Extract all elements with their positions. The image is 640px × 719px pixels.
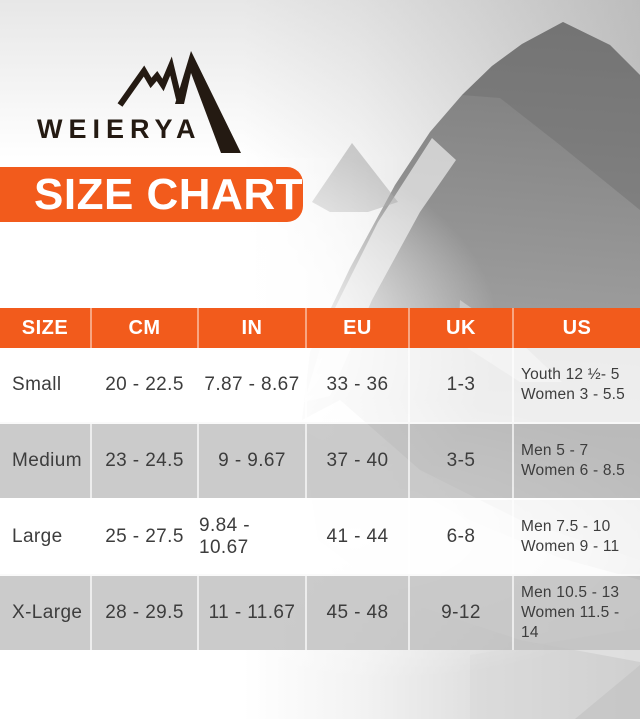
us-line-2: Women 6 - 8.5 [521,462,625,479]
cell-eu: 45 - 48 [305,576,408,650]
table-row-medium: Medium 23 - 24.5 9 - 9.67 37 - 40 3-5 Me… [0,422,640,498]
cell-in: 7.87 - 8.67 [197,348,305,422]
cell-uk: 6-8 [408,500,512,574]
cell-size: Large [12,526,63,547]
cell-uk: 3-5 [408,424,512,498]
us-line-1: Men 5 - 7 [521,442,589,459]
us-line-1: Men 10.5 - 13 [521,584,620,601]
header-cell-cm: CM [90,308,197,348]
us-line-2: Women 3 - 5.5 [521,386,625,403]
us-line-1: Men 7.5 - 10 [521,518,611,535]
header-cell-size: SIZE [21,316,69,339]
logo-main-peak-path [175,51,241,153]
cell-uk: 9-12 [408,576,512,650]
cell-in: 11 - 11.67 [197,576,305,650]
us-line-2: Women 9 - 11 [521,538,620,555]
cell-uk: 1-3 [408,348,512,422]
cell-eu: 37 - 40 [305,424,408,498]
table-row-small: Small 20 - 22.5 7.87 - 8.67 33 - 36 1-3 … [0,348,640,422]
cell-us: Men 7.5 - 10 Women 9 - 11 [512,500,640,574]
cell-in: 9 - 9.67 [197,424,305,498]
cell-size: Small [12,374,62,395]
logo-small-peaks-path [117,56,182,107]
brand-name: WEIERYA [37,114,202,144]
cell-eu: 33 - 36 [305,348,408,422]
header-cell-eu: EU [305,308,408,348]
mountain-logo-icon [117,51,241,153]
cell-size: Medium [12,450,82,471]
header-cell-uk: UK [408,308,512,348]
size-table: SIZE CM IN EU UK US Small 20 - 22.5 7.87… [0,308,640,650]
cell-cm: 23 - 24.5 [90,424,197,498]
us-line-1: Youth 12 ½- 5 [521,366,620,383]
cell-size: X-Large [12,602,83,623]
table-row-large: Large 25 - 27.5 9.84 - 10.67 41 - 44 6-8… [0,498,640,574]
size-chart-banner: SIZE CHART [0,167,303,222]
cell-eu: 41 - 44 [305,500,408,574]
cell-cm: 25 - 27.5 [90,500,197,574]
size-table-header: SIZE CM IN EU UK US [0,308,640,348]
us-line-2: Women 11.5 - 14 [521,604,620,641]
cell-in: 9.84 - 10.67 [197,500,305,574]
mountain-crest-shape [462,22,640,210]
cell-cm: 20 - 22.5 [90,348,197,422]
size-chart-title: SIZE CHART [34,170,303,219]
table-row-x-large: X-Large 28 - 29.5 11 - 11.67 45 - 48 9-1… [0,574,640,650]
cell-us: Youth 12 ½- 5 Women 3 - 5.5 [512,348,640,422]
cell-us: Men 10.5 - 13 Women 11.5 - 14 [512,576,640,650]
cell-cm: 28 - 29.5 [90,576,197,650]
header-cell-in: IN [197,308,305,348]
header-cell-us: US [512,308,640,348]
cell-us: Men 5 - 7 Women 6 - 8.5 [512,424,640,498]
